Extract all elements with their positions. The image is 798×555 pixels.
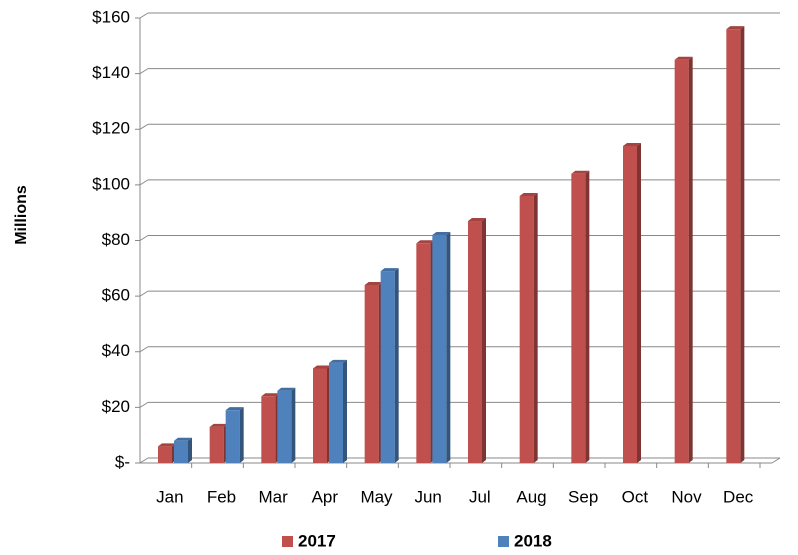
bar-side	[239, 407, 244, 463]
bar-top	[519, 193, 538, 196]
y-tick-label: $120	[92, 119, 130, 138]
bar	[313, 368, 327, 463]
bar-side	[740, 26, 745, 463]
bar	[726, 29, 741, 463]
bar-top	[623, 142, 641, 146]
grid-depth	[139, 457, 149, 464]
bar-top	[261, 393, 280, 397]
legend-swatch	[282, 536, 293, 547]
bar-side	[482, 218, 486, 463]
bar-top	[225, 407, 244, 411]
bar-side	[188, 437, 192, 463]
bar-top	[329, 359, 347, 363]
y-tick-label: $60	[102, 286, 130, 305]
bar	[225, 410, 240, 463]
bar	[432, 234, 447, 463]
x-tick-label: May	[360, 487, 393, 506]
bar-side	[446, 231, 451, 463]
bar	[158, 446, 172, 463]
bar-top	[726, 26, 745, 30]
bar	[674, 59, 689, 463]
y-axis-label: Millions	[13, 185, 30, 245]
legend-swatch	[498, 536, 509, 547]
floor-right	[771, 457, 781, 464]
bar-top	[313, 365, 331, 369]
grid-depth	[139, 290, 149, 297]
grid-depth	[139, 179, 149, 186]
grid-depth	[139, 12, 149, 19]
bar	[519, 196, 534, 463]
grid-depth	[139, 401, 149, 408]
x-tick-label: Jun	[414, 487, 441, 506]
bar-top	[571, 170, 590, 174]
bar	[329, 362, 343, 463]
bar-side	[533, 193, 538, 463]
bar-top	[158, 443, 176, 447]
bar-top	[174, 437, 192, 441]
bar-top	[209, 423, 228, 427]
bar	[174, 440, 188, 463]
x-tick-label: Dec	[723, 487, 754, 506]
bar-top	[416, 240, 435, 244]
y-tick-label: $100	[92, 174, 130, 193]
legend-label: 2018	[514, 531, 552, 550]
bar	[468, 221, 482, 463]
x-tick-label: Apr	[312, 487, 339, 506]
x-tick-label: Aug	[516, 487, 546, 506]
bar	[416, 243, 431, 463]
bar-side	[343, 359, 347, 463]
bar-top	[432, 231, 451, 235]
x-tick-label: Jul	[469, 487, 491, 506]
bar-top	[468, 218, 486, 222]
x-tick-label: Feb	[207, 487, 236, 506]
bar-top	[674, 56, 693, 60]
y-tick-label: $160	[92, 7, 130, 26]
y-tick-label: $-	[115, 452, 130, 471]
bar-side	[688, 56, 693, 463]
x-tick-label: Jan	[156, 487, 183, 506]
x-tick-label: Nov	[671, 487, 702, 506]
y-tick-label: $40	[102, 341, 130, 360]
bar-top	[364, 282, 383, 285]
legend-label: 2017	[298, 531, 336, 550]
bar	[380, 271, 395, 463]
y-tick-label: $20	[102, 397, 130, 416]
bar	[277, 390, 292, 463]
bar	[364, 285, 379, 463]
y-tick-label: $140	[92, 63, 130, 82]
grid-depth	[139, 235, 149, 241]
x-tick-label: Sep	[568, 487, 598, 506]
bar	[261, 396, 276, 463]
x-tick-label: Mar	[259, 487, 289, 506]
grid-depth	[139, 123, 149, 130]
bar-side	[291, 387, 296, 463]
bar-side	[637, 142, 641, 463]
bar-top	[380, 268, 399, 272]
grid-depth	[139, 68, 149, 75]
bar	[209, 426, 224, 463]
bar-top	[277, 387, 296, 391]
bar	[623, 145, 637, 463]
y-tick-label: $80	[102, 230, 130, 249]
grid-depth	[139, 346, 149, 353]
bar-side	[394, 268, 399, 463]
bar-side	[585, 170, 590, 463]
x-tick-label: Oct	[622, 487, 649, 506]
bar	[571, 173, 586, 463]
